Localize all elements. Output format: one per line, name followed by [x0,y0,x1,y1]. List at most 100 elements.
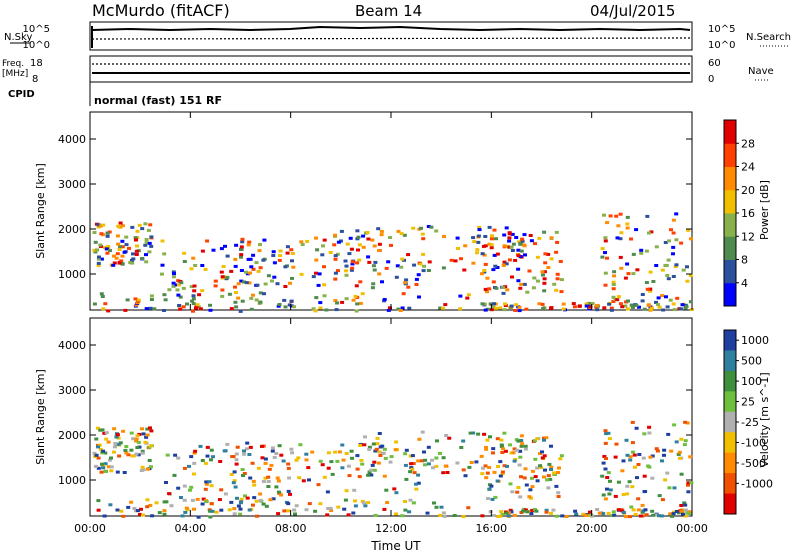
data-cell [649,306,654,310]
power-panel: 1000 2000 3000 4000 Slant Range [km] 4 8 12 16… [34,111,771,313]
data-cell [683,514,688,518]
data-cell [134,253,139,256]
data-cell [500,512,505,516]
data-cell [403,500,407,503]
data-cell [330,472,335,476]
data-cell [507,245,512,249]
data-cell [171,270,176,274]
data-cell [247,281,252,285]
data-cell [378,454,383,457]
data-cell [276,479,281,483]
data-cell [670,514,675,518]
data-cell [232,470,237,474]
data-cell [573,509,578,513]
data-cell [105,234,110,238]
data-cell [660,498,665,502]
data-cell [377,432,382,435]
data-cell [487,466,492,469]
data-cell [494,286,499,290]
data-cell [195,303,200,307]
data-cell [117,261,122,265]
data-cell [671,245,676,249]
data-cell [491,280,496,284]
data-cell [439,505,444,509]
data-cell [103,302,108,306]
data-cell [514,303,519,307]
data-cell [533,457,538,461]
data-cell [134,238,138,242]
data-cell [373,513,378,517]
data-cell [483,287,488,291]
data-cell [488,302,493,306]
data-cell [137,445,142,449]
data-cell [347,252,352,256]
data-cell [367,447,372,451]
data-cell [266,274,271,278]
data-cell [182,498,187,502]
data-cell [516,486,521,489]
data-cell [616,224,621,228]
data-cell [503,449,508,453]
data-cell [298,443,303,447]
data-cell [503,285,508,289]
data-cell [263,282,268,286]
data-cell [631,252,636,256]
data-cell [356,235,361,239]
data-cell [524,483,529,487]
data-cell [625,492,630,496]
data-cell [660,459,664,463]
data-cell [512,447,517,451]
data-cell [472,240,477,244]
data-cell [414,277,419,281]
data-cell [420,430,425,434]
data-cell [97,255,101,259]
data-cell [271,250,276,254]
data-cell [137,223,142,227]
data-cell [661,308,666,312]
data-cell [688,300,693,304]
data-cell [205,454,210,458]
data-cell [242,449,246,453]
data-cell [509,245,514,249]
data-cell [679,241,684,245]
data-cell [181,305,186,309]
data-cell [123,308,128,312]
data-cell [523,444,528,448]
data-cell [684,305,689,309]
data-cell [96,261,101,265]
data-cell [614,214,619,218]
data-cell [686,483,690,487]
data-cell [121,514,126,518]
velocity-data [92,420,694,519]
data-cell [105,231,110,235]
data-cell [380,451,385,455]
data-cell [663,241,668,244]
data-cell [595,508,600,511]
data-cell [416,273,421,277]
data-cell [256,269,261,273]
data-cell [120,262,125,266]
data-cell [247,508,252,512]
data-cell [191,309,195,313]
data-cell [345,242,350,246]
data-cell [165,453,170,457]
data-cell [276,490,281,494]
data-cell [328,506,333,510]
data-cell [537,302,542,306]
data-cell [333,271,338,275]
data-cell [539,466,544,470]
data-cell [149,235,154,239]
data-cell [564,515,569,518]
data-cell [605,221,610,225]
data-cell [418,262,423,266]
data-cell [491,268,496,272]
data-cell [344,489,349,493]
data-cell [172,473,177,477]
data-cell [417,295,421,299]
y-tick-label: 1000 [58,474,86,487]
data-cell [609,306,614,310]
data-cell [208,308,213,312]
data-cell [102,514,107,518]
data-cell [498,460,503,464]
data-cell [337,450,342,454]
